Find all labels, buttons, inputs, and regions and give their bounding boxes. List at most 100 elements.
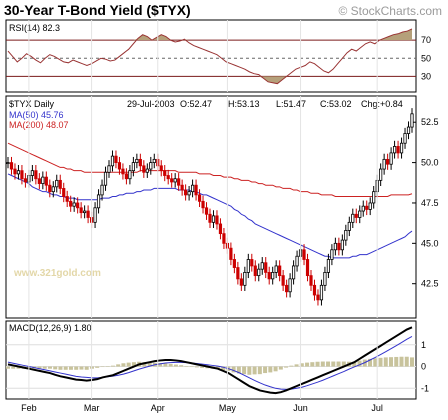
price-candle-body bbox=[410, 113, 414, 128]
price-tick-label: 42.5 bbox=[421, 279, 439, 289]
macd-histogram-bar bbox=[189, 366, 194, 368]
macd-histogram-bar bbox=[257, 366, 262, 375]
macd-histogram-bar bbox=[163, 363, 168, 367]
price-candle-body bbox=[145, 168, 149, 173]
price-candle-body bbox=[253, 265, 257, 277]
macd-histogram-bar bbox=[331, 361, 336, 367]
macd-histogram-bar bbox=[315, 361, 320, 367]
rsi-tick-label: 70 bbox=[421, 35, 431, 45]
price-panel: www.321gold.com $TYX Daily 29-Jul-2003 O… bbox=[5, 95, 439, 319]
macd-histogram-bar bbox=[53, 366, 58, 370]
price-candle-body bbox=[211, 215, 216, 223]
ma50-line bbox=[7, 173, 413, 259]
macd-tick-label: 0 bbox=[421, 362, 426, 372]
price-candle-body bbox=[351, 213, 355, 223]
chart-title: 30-Year T-Bond Yield ($TYX) bbox=[4, 2, 191, 18]
price-candle-body bbox=[236, 267, 240, 280]
price-candle-body bbox=[16, 170, 21, 175]
macd-histogram-bar bbox=[47, 366, 52, 369]
macd-tick-label: -1 bbox=[421, 383, 429, 393]
price-candle-body bbox=[358, 210, 362, 218]
price-tick-label: 50.0 bbox=[421, 158, 439, 168]
price-candle-body bbox=[399, 142, 404, 154]
price-candle-body bbox=[159, 165, 163, 172]
price-candle-body bbox=[389, 152, 393, 165]
macd-histogram-bar bbox=[6, 366, 10, 369]
ma200-legend: MA(200) 48.07 bbox=[9, 120, 69, 130]
macd-histogram-bar bbox=[410, 357, 414, 367]
price-candle-body bbox=[110, 155, 115, 167]
macd-histogram-bar bbox=[200, 366, 205, 368]
macd-histogram-bar bbox=[37, 366, 42, 369]
price-candle-body bbox=[93, 207, 97, 223]
price-candle-body bbox=[100, 184, 104, 196]
price-tick-label: 47.5 bbox=[421, 198, 439, 208]
price-candle-body bbox=[347, 221, 351, 231]
price-candle-body bbox=[9, 162, 14, 170]
price-candle-body bbox=[163, 170, 167, 176]
price-candle-body bbox=[190, 184, 195, 193]
price-candle-body bbox=[55, 179, 59, 188]
price-candle-body bbox=[107, 165, 111, 173]
price-candle-body bbox=[222, 233, 226, 244]
macd-histogram-bar bbox=[320, 361, 325, 367]
macd-label: MACD(12,26,9) 1.80 bbox=[9, 323, 92, 333]
price-candle-body bbox=[354, 213, 358, 218]
rsi-line bbox=[7, 28, 413, 85]
macd-histogram-bar bbox=[142, 362, 147, 367]
rsi-panel: RSI(14) 82.3 70 50 30 bbox=[5, 19, 431, 93]
macd-histogram-bar bbox=[336, 361, 341, 367]
macd-panel-frame bbox=[5, 320, 417, 400]
price-candle-body bbox=[302, 249, 306, 260]
price-candle-body bbox=[316, 294, 320, 301]
source-credit: © StockCharts.com bbox=[338, 4, 442, 18]
price-candle-body bbox=[267, 271, 271, 280]
price-candle-body bbox=[319, 284, 324, 301]
price-candle-body bbox=[403, 133, 407, 144]
price-candle-body bbox=[379, 168, 383, 181]
price-candle-body bbox=[51, 186, 55, 193]
price-candle-body bbox=[312, 284, 317, 296]
macd-histogram-bar bbox=[179, 365, 184, 367]
price-candle-body bbox=[177, 178, 181, 186]
macd-histogram-bar bbox=[131, 362, 136, 367]
macd-histogram-bar bbox=[273, 366, 278, 372]
price-candle-body bbox=[58, 179, 62, 189]
macd-histogram-bar bbox=[294, 364, 299, 367]
price-candle-body bbox=[232, 259, 236, 268]
price-candle-body bbox=[392, 146, 397, 154]
price-candle-body bbox=[250, 259, 254, 267]
ma50-legend: MA(50) 45.76 bbox=[9, 110, 64, 120]
price-candle-body bbox=[194, 184, 198, 196]
x-axis-label: May bbox=[219, 403, 237, 413]
price-candle-body bbox=[218, 223, 223, 235]
price-candle-body bbox=[197, 194, 202, 202]
price-candle-body bbox=[96, 194, 101, 209]
macd-histogram-bar bbox=[158, 363, 163, 367]
high-label: H:53.13 bbox=[228, 99, 260, 109]
price-candle-body bbox=[344, 230, 348, 241]
macd-histogram-bar bbox=[263, 366, 268, 374]
x-axis-label: Mar bbox=[84, 403, 100, 413]
ma200-line bbox=[7, 142, 413, 198]
macd-histogram-bar bbox=[252, 366, 257, 375]
price-candle-body bbox=[117, 162, 122, 170]
price-candle-body bbox=[23, 178, 28, 183]
price-candle-body bbox=[215, 215, 219, 225]
price-candle-body bbox=[170, 178, 174, 183]
macd-line bbox=[7, 326, 413, 395]
price-candle-body bbox=[305, 259, 310, 277]
macd-histogram-bar bbox=[68, 366, 73, 370]
price-candle-body bbox=[6, 162, 10, 164]
x-axis-label: Jun bbox=[293, 403, 308, 413]
price-candle-body bbox=[246, 259, 250, 273]
price-candle-body bbox=[41, 176, 45, 184]
price-candle-body bbox=[386, 158, 390, 165]
macd-histogram-bar bbox=[389, 357, 394, 367]
x-axis-label: Feb bbox=[21, 403, 37, 413]
price-candle-body bbox=[257, 268, 261, 277]
macd-histogram-bar bbox=[268, 366, 273, 373]
price-candle-body bbox=[288, 278, 292, 293]
price-candle-body bbox=[114, 155, 118, 163]
price-candle-body bbox=[44, 176, 48, 186]
